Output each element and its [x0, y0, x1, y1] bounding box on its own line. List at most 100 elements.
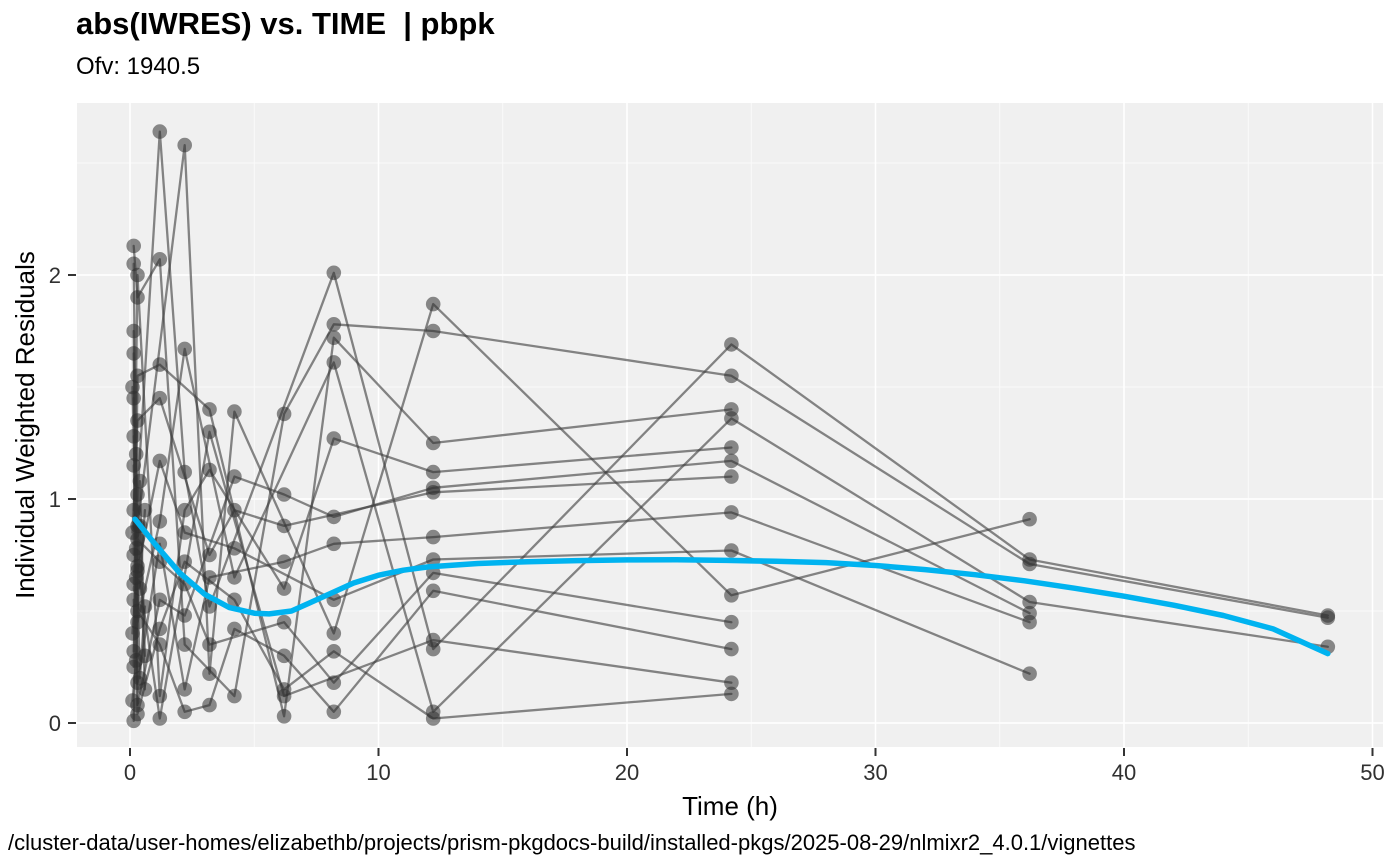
subject-trajectory	[132, 347, 1329, 713]
data-point	[276, 614, 292, 630]
data-point	[202, 599, 217, 614]
data-point	[128, 541, 144, 556]
data-point	[177, 704, 192, 720]
data-point	[425, 552, 441, 567]
data-point	[128, 653, 144, 668]
data-point	[177, 608, 192, 623]
data-point	[130, 614, 145, 630]
data-point	[425, 529, 441, 545]
data-point	[227, 469, 242, 484]
data-point	[326, 265, 342, 281]
data-point	[130, 368, 145, 384]
data-point	[128, 570, 144, 585]
data-point	[724, 588, 739, 603]
data-point	[227, 541, 242, 556]
data-point	[724, 675, 739, 690]
data-point	[152, 711, 168, 726]
data-point	[125, 693, 140, 708]
data-point	[276, 682, 292, 697]
data-point	[126, 458, 141, 473]
data-point	[227, 621, 242, 637]
data-point	[276, 648, 292, 664]
data-point	[152, 357, 168, 372]
y-axis-title: Individual Weighted Residuals	[10, 251, 40, 599]
data-point	[177, 554, 192, 569]
data-point	[326, 431, 342, 446]
y-tick-label: 2	[49, 263, 61, 288]
data-point	[152, 637, 168, 652]
x-tick-label: 10	[366, 760, 390, 785]
data-point	[126, 390, 141, 406]
data-point	[326, 509, 342, 525]
data-point	[126, 429, 141, 444]
x-tick-label: 20	[615, 760, 639, 785]
data-point	[152, 251, 168, 267]
data-point	[202, 424, 217, 440]
data-point	[177, 525, 192, 540]
data-point	[177, 464, 192, 480]
data-point	[126, 592, 141, 608]
data-point	[227, 404, 242, 419]
data-point	[126, 323, 141, 339]
data-point	[425, 485, 441, 500]
data-point	[276, 406, 292, 422]
data-point	[425, 464, 441, 480]
data-point	[1022, 511, 1037, 527]
data-point	[130, 290, 145, 305]
smooth-line	[132, 516, 1331, 657]
data-point	[177, 341, 192, 357]
data-point	[227, 688, 242, 704]
data-point	[1022, 614, 1037, 630]
data-point	[202, 570, 217, 585]
data-point	[137, 599, 153, 614]
data-point	[177, 637, 192, 652]
data-point	[152, 688, 168, 704]
data-point	[202, 547, 217, 563]
data-point	[425, 711, 441, 726]
data-point	[724, 337, 739, 352]
data-point	[152, 453, 168, 469]
data-point	[132, 473, 148, 489]
data-point	[202, 666, 217, 681]
data-point	[152, 592, 168, 608]
x-tick-label: 30	[863, 760, 887, 785]
data-point	[276, 709, 292, 724]
data-point	[724, 543, 739, 558]
data-point	[227, 502, 242, 518]
data-point	[152, 390, 168, 406]
data-point	[425, 583, 441, 599]
data-point	[724, 614, 739, 630]
file-path-caption: /cluster-data/user-homes/elizabethb/proj…	[8, 830, 1136, 855]
y-tick-label: 0	[49, 711, 61, 736]
data-point	[724, 469, 739, 484]
data-point	[130, 267, 145, 283]
data-point	[276, 554, 292, 569]
subject-trajectory	[132, 511, 1031, 691]
data-point	[126, 256, 141, 272]
data-point	[177, 137, 192, 153]
data-point	[1022, 556, 1037, 572]
data-point	[137, 682, 153, 697]
data-point	[132, 581, 148, 596]
plot-subtitle: Ofv: 1940.5	[76, 53, 201, 80]
data-point	[128, 446, 144, 462]
data-point	[425, 435, 441, 451]
data-point	[202, 637, 217, 652]
data-point	[425, 323, 441, 339]
data-point	[425, 632, 441, 648]
data-point	[1320, 610, 1336, 625]
data-point	[326, 675, 342, 690]
data-point	[276, 487, 292, 502]
data-point	[724, 411, 739, 426]
subject-trajectory	[132, 130, 1329, 651]
data-point	[202, 697, 217, 713]
x-tick-label: 0	[124, 760, 136, 785]
data-point	[152, 124, 168, 139]
data-point	[130, 413, 145, 428]
data-point	[326, 626, 342, 641]
x-axis-title: Time (h)	[682, 791, 778, 821]
data-point	[276, 518, 292, 534]
subject-trajectory	[132, 262, 733, 713]
